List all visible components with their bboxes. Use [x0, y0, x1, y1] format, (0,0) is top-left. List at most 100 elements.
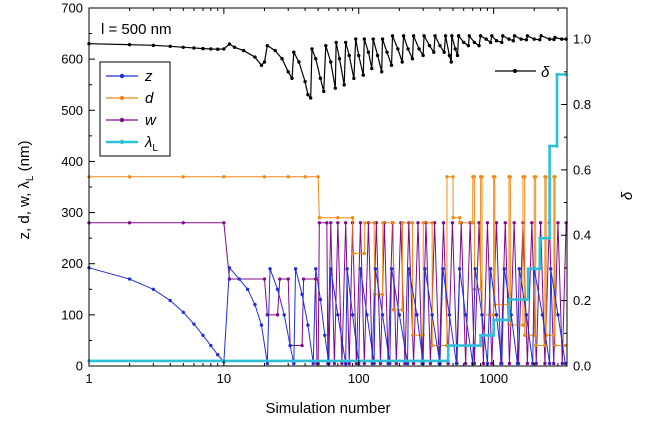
- point-z: [151, 287, 156, 291]
- point-d: [350, 215, 355, 220]
- point-delta: [380, 37, 385, 41]
- point-delta: [380, 70, 384, 74]
- point-d: [181, 175, 185, 179]
- point-z: [488, 267, 493, 271]
- point-w: [343, 221, 348, 225]
- point-d: [410, 221, 415, 225]
- delta-legend-marker: [513, 69, 517, 73]
- point-d: [391, 308, 396, 312]
- point-delta: [477, 43, 481, 48]
- point-z: [336, 313, 340, 317]
- point-delta: [453, 47, 458, 51]
- legend-label-w: w: [145, 112, 157, 129]
- point-w: [332, 361, 337, 366]
- series-layer: [87, 34, 568, 366]
- point-delta: [421, 53, 425, 58]
- point-delta: [411, 34, 416, 38]
- point-d: [451, 175, 455, 179]
- point-delta: [501, 34, 505, 38]
- point-w: [416, 221, 420, 225]
- point-z: [265, 361, 270, 366]
- point-delta: [371, 37, 375, 41]
- point-delta: [406, 47, 410, 51]
- legend-label-lambda: λL: [144, 134, 158, 154]
- point-z: [549, 267, 553, 271]
- point-delta: [401, 34, 406, 38]
- point-lambda: [478, 343, 483, 348]
- point-z: [454, 361, 459, 366]
- point-delta: [462, 40, 466, 45]
- point-delta: [342, 83, 346, 87]
- point-delta: [539, 34, 543, 38]
- point-delta: [286, 70, 290, 74]
- point-d: [400, 221, 405, 225]
- point-d: [351, 251, 355, 256]
- point-w: [534, 361, 538, 366]
- y-axis-left-title: z, d, w, λL (nm): [16, 141, 36, 240]
- point-w: [477, 221, 481, 225]
- y-left-tick-label: 400: [61, 154, 83, 169]
- point-delta: [385, 50, 389, 54]
- point-lambda: [397, 359, 401, 363]
- point-w: [329, 221, 333, 225]
- point-delta: [127, 42, 132, 47]
- point-d: [421, 221, 425, 225]
- series-delta: [87, 34, 568, 100]
- point-z: [201, 333, 205, 338]
- point-z: [311, 361, 315, 366]
- point-delta: [532, 37, 536, 41]
- legend-marker-lambda: [119, 139, 125, 145]
- point-d: [544, 175, 548, 179]
- point-d: [430, 343, 434, 348]
- legend-item-d: d: [106, 90, 154, 107]
- point-delta: [524, 38, 529, 42]
- point-z: [365, 313, 369, 317]
- point-w: [403, 361, 407, 366]
- point-z: [168, 298, 172, 303]
- point-w: [362, 361, 367, 366]
- point-delta: [447, 53, 452, 58]
- point-z: [563, 361, 567, 366]
- point-z: [245, 287, 250, 291]
- point-d: [316, 175, 320, 179]
- point-delta: [357, 53, 361, 58]
- y-left-tick-label: 600: [61, 52, 83, 67]
- point-w: [278, 277, 282, 281]
- point-d: [508, 175, 513, 179]
- point-z: [350, 313, 355, 317]
- point-lambda: [538, 267, 542, 271]
- point-delta: [151, 43, 156, 48]
- point-z: [556, 313, 560, 317]
- point-z: [292, 361, 296, 366]
- point-w: [340, 361, 344, 366]
- point-w: [543, 361, 547, 366]
- point-d: [391, 221, 395, 225]
- point-d: [533, 175, 538, 179]
- point-w: [286, 277, 290, 281]
- point-w: [378, 361, 383, 366]
- point-delta: [511, 39, 516, 43]
- delta-legend-label: δ: [541, 64, 550, 81]
- point-z: [216, 353, 220, 357]
- point-delta: [337, 57, 342, 61]
- point-delta: [192, 46, 196, 50]
- point-z: [380, 313, 385, 317]
- point-z: [345, 267, 349, 271]
- y-left-tick-label: 200: [61, 256, 83, 271]
- point-delta: [396, 47, 400, 51]
- point-delta: [456, 34, 461, 38]
- series-w-line: [89, 222, 567, 364]
- point-z: [540, 313, 545, 317]
- point-w: [354, 361, 359, 366]
- point-delta: [308, 96, 313, 100]
- point-z: [253, 302, 257, 307]
- x-tick-label: 1: [85, 371, 92, 386]
- point-delta: [201, 46, 205, 51]
- point-w: [490, 361, 494, 366]
- y-left-tick-label: 100: [61, 307, 83, 322]
- point-delta: [484, 37, 488, 41]
- legend-label-d: d: [145, 90, 154, 107]
- point-z: [373, 267, 378, 271]
- point-w: [262, 277, 267, 281]
